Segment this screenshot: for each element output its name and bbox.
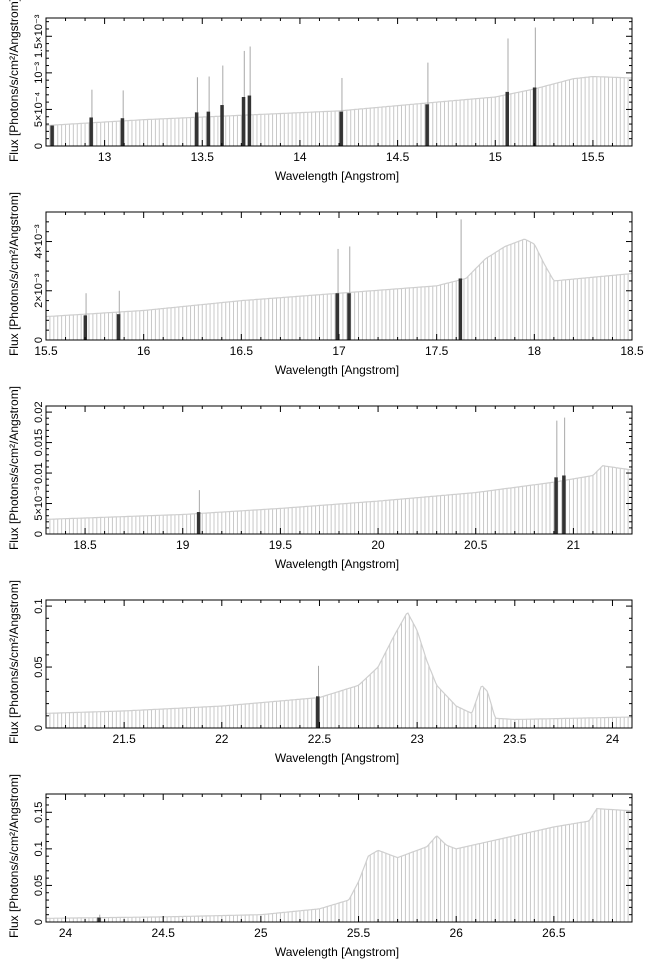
chart-panel-4: 21.5 22 22.5 23 23.5 24 0 0.05 0.1 Wavelength [An…	[7, 580, 633, 765]
emission-line-bar	[194, 112, 199, 146]
y-axis-label: Flux [Photons/s/cm²/Angstrom]	[7, 192, 21, 356]
y-tick-label: 0.1	[33, 841, 45, 856]
y-tick-label: 0	[33, 725, 45, 731]
emission-line-bar	[83, 315, 88, 340]
y-tick-label: 0.15	[33, 802, 45, 823]
emission-line-bar	[97, 917, 101, 922]
x-axis-label: Wavelength [Angstrom]	[275, 557, 399, 571]
x-tick-label: 15.5	[34, 344, 58, 358]
spectrum-series	[46, 612, 632, 728]
emission-line-bar	[339, 111, 343, 146]
emission-line-bar	[89, 117, 93, 146]
x-tick-label: 24.5	[152, 926, 176, 940]
x-tick-label: 14.5	[386, 150, 410, 164]
x-tick-label: 26.5	[542, 926, 566, 940]
emission-line-bar	[120, 118, 125, 146]
y-tick-label: 0	[33, 337, 45, 343]
spectrum-series	[46, 75, 632, 146]
y-tick-label: 10⁻³	[33, 62, 45, 84]
y-tick-label: 0.05	[33, 656, 45, 677]
x-tick-label: 20	[371, 538, 385, 552]
y-axis-label: Flux [Photons/s/cm²/Angstrom]	[7, 386, 21, 550]
emission-line-bar	[335, 293, 340, 340]
x-tick-label: 18.5	[73, 538, 97, 552]
x-tick-label: 16.5	[230, 344, 254, 358]
x-axis-label: Wavelength [Angstrom]	[275, 363, 399, 377]
emission-line-bar	[505, 91, 509, 146]
x-tick-label: 15.5	[581, 150, 605, 164]
emission-line-bar	[50, 125, 54, 146]
y-tick-label: 0.05	[33, 875, 45, 896]
x-tick-label: 17.5	[425, 344, 449, 358]
x-axis-label: Wavelength [Angstrom]	[275, 751, 399, 765]
spectrum-envelope	[46, 238, 632, 318]
x-tick-label: 13	[98, 150, 112, 164]
x-tick-label: 24	[59, 926, 73, 940]
x-tick-label: 14	[293, 150, 307, 164]
y-tick-label: 0.015	[33, 429, 45, 457]
x-axis-label: Wavelength [Angstrom]	[275, 169, 399, 183]
emission-line-bar	[347, 293, 351, 340]
x-tick-label: 23	[410, 732, 424, 746]
x-tick-label: 26	[450, 926, 464, 940]
chart-panel-1: 13 13.5 14 14.5 15 15.5 0 5×10⁻⁴ 10⁻³ 1.5×10⁻³ Wav…	[7, 0, 633, 183]
x-tick-label: 20.5	[464, 538, 488, 552]
spectrum-envelope	[46, 807, 632, 919]
emission-line-bar	[554, 477, 558, 534]
emission-line-bar	[206, 111, 211, 146]
x-tick-label: 15	[489, 150, 503, 164]
x-tick-label: 23.5	[503, 732, 527, 746]
emission-line-bar	[220, 105, 224, 146]
x-tick-label: 21.5	[112, 732, 136, 746]
x-tick-label: 16	[137, 344, 151, 358]
spectrum-series	[46, 807, 632, 922]
y-tick-label: 0.1	[33, 598, 45, 613]
x-tick-label: 22	[215, 732, 229, 746]
y-tick-label: 1.5×10⁻³	[33, 14, 45, 58]
y-axis-label: Flux [Photons/s/cm²/Angstrom]	[7, 0, 21, 162]
y-tick-label: 4×10⁻³	[33, 224, 45, 259]
x-tick-label: 25	[254, 926, 268, 940]
emission-line-bar	[532, 87, 537, 146]
emission-line-bar	[562, 475, 566, 534]
chart-panel-2: 15.5 16 16.5 17 17.5 18 18.5 0 2×10⁻³ 4×10⁻³ Wavel…	[7, 192, 644, 377]
x-tick-label: 18.5	[620, 344, 644, 358]
x-tick-label: 22.5	[308, 732, 332, 746]
x-tick-label: 25.5	[347, 926, 371, 940]
y-axis-label: Flux [Photons/s/cm²/Angstrom]	[7, 580, 21, 744]
y-tick-label: 0.01	[33, 462, 45, 483]
y-tick-label: 0	[33, 919, 45, 925]
emission-line-bar	[241, 96, 246, 146]
x-tick-label: 13.5	[191, 150, 215, 164]
y-axis-label: Flux [Photons/s/cm²/Angstrom]	[7, 774, 21, 938]
emission-line-bar	[116, 314, 121, 340]
y-tick-label: 5×10⁻³	[33, 486, 45, 521]
emission-line-bar	[425, 104, 429, 146]
y-tick-label: 0	[33, 531, 45, 537]
emission-line-bar	[458, 278, 463, 340]
x-tick-label: 17	[332, 344, 346, 358]
x-tick-label: 21	[567, 538, 581, 552]
spectrum-envelope	[46, 612, 632, 721]
x-tick-label: 18	[528, 344, 542, 358]
emission-line-bar	[196, 512, 201, 534]
x-tick-label: 19.5	[269, 538, 293, 552]
emission-line-bar	[316, 696, 320, 728]
x-tick-label: 24	[606, 732, 620, 746]
spectrum-series	[46, 465, 632, 534]
y-tick-label: 0.02	[33, 401, 45, 422]
chart-panel-3: 18.5 19 19.5 20 20.5 21 0 5×10⁻³ 0.01 0.015 0.02 Wa…	[7, 386, 633, 571]
y-tick-label: 0	[33, 143, 45, 149]
x-axis-label: Wavelength [Angstrom]	[275, 945, 399, 959]
spectrum-envelope	[46, 465, 632, 520]
x-tick-label: 19	[176, 538, 190, 552]
y-tick-label: 5×10⁻⁴	[33, 92, 45, 128]
y-tick-label: 2×10⁻³	[33, 273, 45, 308]
emission-line-bar	[247, 95, 252, 146]
chart-panel-5: 24 24.5 25 25.5 26 26.5 0 0.05 0.1 0.15 Wavelength…	[7, 774, 633, 959]
